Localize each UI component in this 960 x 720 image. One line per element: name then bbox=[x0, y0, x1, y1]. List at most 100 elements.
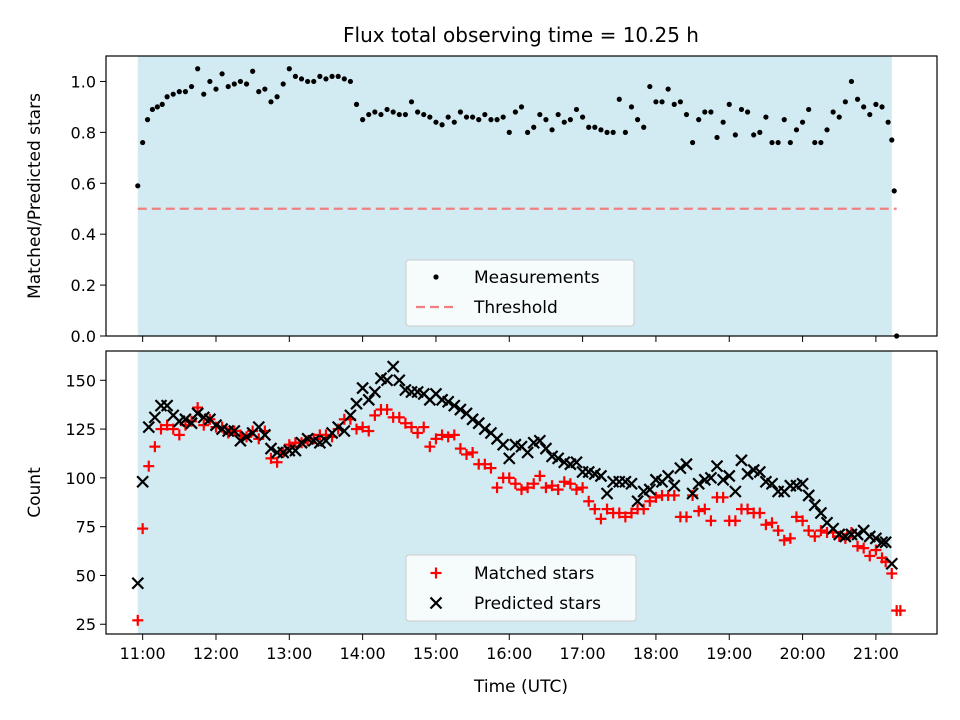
measurement-point bbox=[842, 99, 848, 105]
bottom-legend: Matched stars Predicted stars bbox=[405, 554, 637, 622]
measurement-point bbox=[665, 86, 671, 92]
matched-star-point bbox=[534, 470, 546, 482]
predicted-star-point bbox=[160, 399, 174, 412]
predicted-star-point bbox=[295, 436, 308, 450]
predicted-star-point bbox=[661, 469, 675, 483]
measurement-point bbox=[231, 81, 237, 87]
matched-star-point bbox=[399, 417, 411, 429]
bottom-x-axis-ticks: 11:00 12:00 13:00 14:00 15:00 16:00 17:00 18:00… bbox=[120, 634, 899, 663]
predicted-star-point bbox=[686, 487, 699, 500]
measurement-point bbox=[592, 124, 598, 130]
measurement-point bbox=[555, 111, 561, 118]
matched-star-point bbox=[852, 540, 864, 552]
predicted-star-point bbox=[570, 455, 583, 469]
measurement-point bbox=[149, 106, 156, 113]
measurement-point bbox=[567, 117, 573, 123]
bottom-y-axis-label: Count bbox=[25, 467, 45, 518]
chart-title: Flux total observing time = 10.25 h bbox=[343, 23, 699, 47]
predicted-star-point bbox=[209, 418, 223, 432]
matched-star-point bbox=[858, 542, 870, 554]
predicted-star-point bbox=[625, 477, 638, 490]
matched-star-point bbox=[680, 511, 692, 523]
matched-star-point bbox=[833, 530, 845, 542]
matched-star-point bbox=[558, 476, 570, 488]
measurement-point bbox=[769, 139, 775, 146]
top-legend: Measurements Threshold bbox=[405, 259, 635, 327]
measurement-point bbox=[274, 94, 280, 100]
predicted-star-point bbox=[600, 487, 614, 500]
measurement-point bbox=[243, 81, 250, 87]
legend-threshold-label: Threshold bbox=[473, 298, 558, 318]
matched-star-point bbox=[406, 421, 418, 433]
measurement-point bbox=[818, 139, 824, 146]
measurement-point bbox=[366, 111, 372, 118]
matched-star-point bbox=[430, 433, 442, 445]
matched-star-point bbox=[283, 439, 295, 451]
measurement-point bbox=[384, 106, 390, 113]
matched-star-point bbox=[803, 525, 815, 537]
predicted-star-point bbox=[228, 424, 241, 438]
predicted-star-point bbox=[533, 434, 547, 448]
measurement-point bbox=[738, 106, 745, 113]
predicted-star-point bbox=[386, 360, 400, 373]
measurement-point bbox=[812, 139, 818, 146]
matched-star-point bbox=[886, 567, 898, 579]
measurement-point bbox=[854, 96, 861, 102]
measurement-point bbox=[848, 78, 855, 85]
x-tick-label: 19:00 bbox=[706, 644, 752, 663]
measurement-point bbox=[305, 78, 311, 85]
measurement-point bbox=[714, 134, 720, 141]
measurement-point bbox=[298, 76, 305, 82]
measurement-point bbox=[207, 78, 213, 85]
matched-star-point bbox=[742, 503, 754, 515]
matched-star-point bbox=[784, 532, 796, 544]
matched-star-point bbox=[491, 482, 503, 494]
measurement-point bbox=[598, 127, 604, 133]
predicted-star-point bbox=[716, 473, 730, 487]
measurement-point bbox=[506, 129, 512, 135]
measurement-point bbox=[604, 129, 610, 135]
predicted-star-point bbox=[252, 420, 266, 434]
measurement-point bbox=[292, 73, 299, 79]
predicted-star-point bbox=[869, 532, 883, 545]
predicted-star-point bbox=[643, 483, 657, 496]
predicted-star-point bbox=[393, 373, 406, 387]
predicted-star-point bbox=[362, 393, 376, 407]
matched-star-point bbox=[149, 441, 161, 453]
matched-star-point bbox=[705, 515, 717, 527]
matched-star-point bbox=[503, 472, 515, 484]
predicted-star-point bbox=[380, 373, 394, 387]
x-tick-label: 17:00 bbox=[560, 644, 606, 663]
matched-star-point bbox=[729, 515, 741, 527]
measurement-point bbox=[806, 106, 812, 113]
legend-matched-label: Matched stars bbox=[474, 564, 594, 584]
measurement-point bbox=[512, 109, 518, 115]
y-tick-label: 100 bbox=[65, 469, 96, 488]
matched-star-point bbox=[797, 515, 809, 527]
measurement-point bbox=[683, 111, 690, 118]
measurement-point bbox=[427, 114, 433, 120]
measurement-point bbox=[164, 94, 170, 100]
measurement-point bbox=[622, 129, 628, 135]
matched-star-point bbox=[583, 495, 595, 507]
y-tick-label: 0.0 bbox=[71, 327, 96, 346]
predicted-star-point bbox=[350, 397, 363, 410]
measurement-points bbox=[135, 66, 900, 339]
matched-star-point bbox=[363, 425, 375, 437]
measurement-point bbox=[634, 117, 641, 123]
matched-star-point bbox=[595, 513, 607, 525]
predicted-star-point bbox=[441, 395, 455, 409]
measurement-point bbox=[744, 109, 751, 115]
measurement-point bbox=[476, 117, 482, 123]
predicted-star-point bbox=[753, 465, 767, 479]
measurement-point bbox=[610, 129, 616, 135]
predicted-star-point bbox=[368, 385, 382, 399]
x-tick-label: 11:00 bbox=[120, 644, 166, 663]
measurement-point bbox=[280, 81, 286, 87]
matched-star-point bbox=[467, 446, 479, 458]
measurement-point bbox=[586, 124, 592, 130]
predicted-star-point bbox=[680, 457, 693, 471]
measurement-point bbox=[286, 66, 292, 72]
measurement-point bbox=[879, 104, 885, 110]
